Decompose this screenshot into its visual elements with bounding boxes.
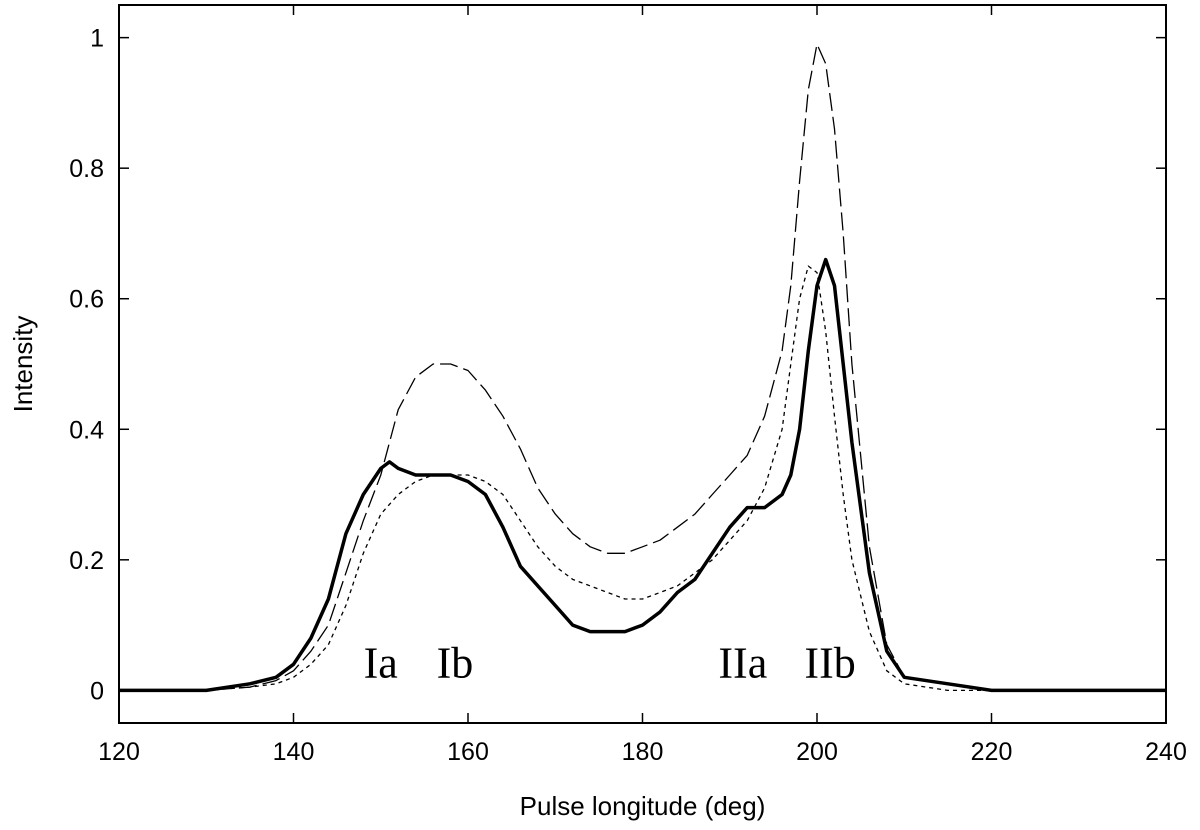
series-line-3	[119, 265, 1166, 692]
x-tick-label: 220	[971, 738, 1013, 766]
x-tick-label: 200	[796, 738, 838, 766]
y-tick-label: 0.4	[69, 416, 104, 444]
component-label: IIb	[804, 638, 855, 687]
tick-layer: 120 140 160 180 200 220 240 0 0.2 0.4 0.6 0.8 1	[69, 5, 1187, 766]
series-line-1	[119, 257, 1166, 693]
y-tick-label: 0.8	[69, 155, 104, 183]
component-label: Ib	[437, 638, 474, 687]
component-label: IIa	[718, 638, 767, 687]
x-tick-label: 240	[1145, 738, 1187, 766]
y-tick-label: 0.2	[69, 547, 104, 575]
x-tick-label: 180	[622, 738, 664, 766]
y-tick-label: 1	[90, 25, 104, 53]
x-tick-label: 120	[98, 738, 140, 766]
annotation-layer: Ia Ib IIa IIb	[364, 638, 856, 687]
y-tick-label: 0	[90, 677, 104, 705]
series-line-2	[119, 43, 1166, 692]
plot-frame	[118, 4, 1167, 724]
y-tick-label: 0.6	[69, 286, 104, 314]
series-layer	[119, 43, 1166, 693]
x-axis-title: Pulse longitude (deg)	[520, 791, 766, 821]
component-label: Ia	[364, 638, 398, 687]
x-tick-label: 140	[273, 738, 315, 766]
y-axis-title: Intensity	[8, 316, 38, 413]
x-tick-label: 160	[447, 738, 489, 766]
